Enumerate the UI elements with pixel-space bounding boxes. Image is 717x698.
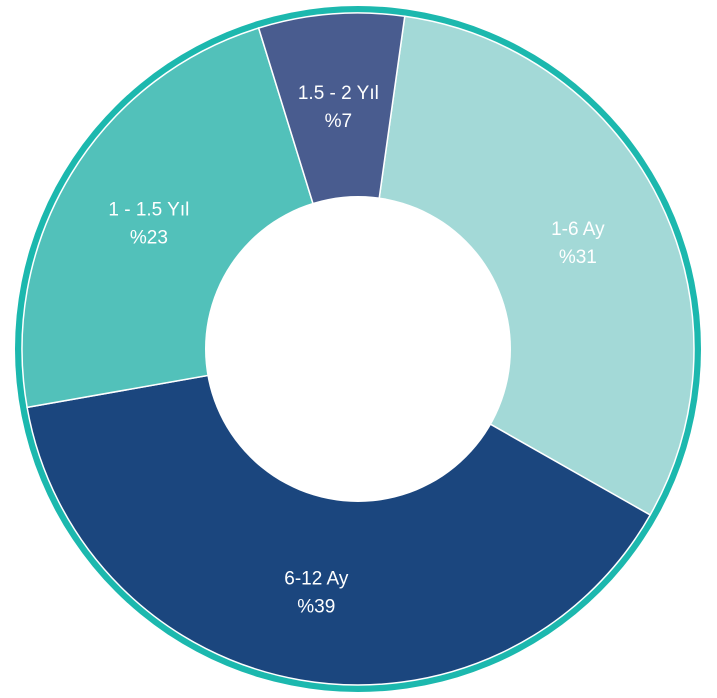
slice-label-1-6-ay: 1-6 Ay xyxy=(551,219,605,240)
donut-hole xyxy=(205,196,511,502)
slice-value-1-1-5-yil: %23 xyxy=(130,227,168,248)
slice-value-1-6-ay: %31 xyxy=(559,247,597,268)
labels-group: 1-6 Ay %31 6-12 Ay %39 1 - 1.5 Yıl %23 1.5 - 2… xyxy=(108,83,605,618)
slice-value-1-5-2-yil: %7 xyxy=(325,111,352,132)
slices-group xyxy=(21,12,695,686)
slice-6-12-ay xyxy=(26,348,652,686)
slice-label-6-12-ay: 6-12 Ay xyxy=(284,568,349,589)
slice-label-1-5-2-yil: 1.5 - 2 Yıl xyxy=(298,83,379,104)
slice-label-1-1-5-yil: 1 - 1.5 Yıl xyxy=(108,199,189,220)
slice-value-6-12-ay: %39 xyxy=(297,596,335,617)
